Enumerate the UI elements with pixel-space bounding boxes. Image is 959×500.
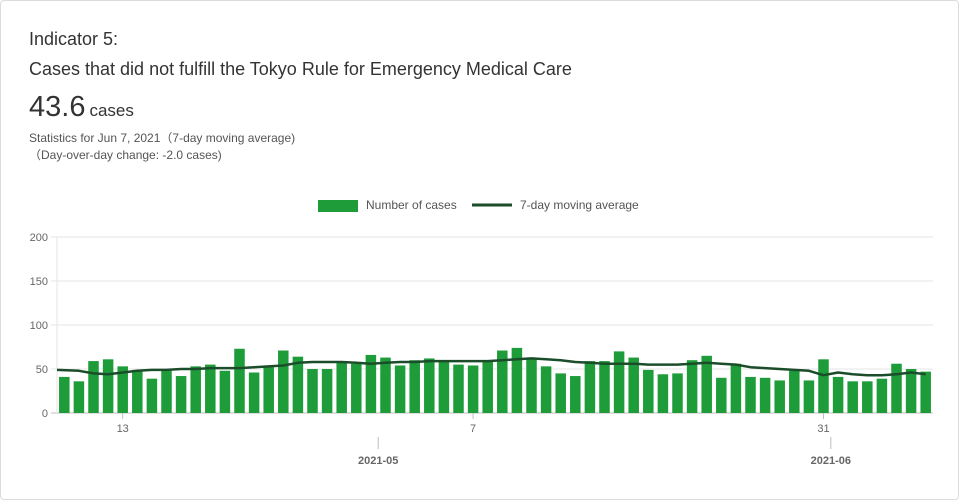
bar [716, 377, 727, 413]
statistics-date: Statistics for Jun 7, 2021（7-day moving … [29, 131, 296, 145]
month-label: 2021-06 [811, 455, 851, 467]
bar [862, 381, 873, 413]
legend-label-line: 7-day moving average [520, 198, 639, 212]
bar [497, 350, 508, 413]
bar [73, 381, 85, 413]
bar [438, 360, 450, 413]
chart-title: Cases that did not fulfill the Tokyo Rul… [29, 59, 572, 79]
y-tick-label: 200 [30, 232, 48, 244]
y-tick-label: 0 [42, 408, 48, 420]
bar [482, 361, 493, 413]
bar [876, 378, 888, 413]
indicator-label: Indicator 5: [29, 29, 119, 49]
legend-swatch-bars [318, 200, 358, 212]
headline-unit: cases [89, 101, 134, 120]
bar [511, 347, 523, 413]
bar [365, 354, 377, 413]
bar [759, 377, 771, 413]
bar [307, 369, 318, 413]
bar [847, 381, 858, 413]
bar [467, 365, 479, 413]
bar [730, 363, 742, 413]
bar [380, 357, 391, 413]
y-tick-label: 150 [30, 276, 48, 288]
bar [832, 376, 844, 413]
day-over-day-change: （Day-over-day change: -2.0 cases) [29, 148, 222, 162]
bar [292, 356, 304, 413]
bar [745, 376, 756, 413]
bar [278, 350, 289, 413]
bar-series [59, 347, 931, 413]
bar [88, 361, 99, 413]
bar [789, 370, 800, 413]
bar [336, 362, 347, 413]
bar [175, 376, 187, 413]
bar [351, 363, 362, 413]
bar [219, 370, 231, 413]
headline-number: 43.6 [29, 91, 86, 123]
bar [540, 366, 552, 413]
month-label: 2021-05 [358, 455, 398, 467]
bar [818, 359, 829, 413]
bar [59, 376, 70, 413]
bar [599, 361, 610, 413]
moving-average-line [56, 357, 926, 377]
bar [321, 369, 333, 413]
x-tick-label: 7 [470, 423, 476, 435]
x-tick-label: 13 [117, 423, 129, 435]
bar [657, 374, 669, 413]
bar [161, 370, 172, 413]
bar [394, 365, 406, 413]
x-tick-label: 31 [817, 423, 829, 435]
bar [263, 367, 274, 413]
bar [686, 360, 698, 413]
bar [190, 366, 201, 413]
bar [526, 358, 537, 413]
bar [891, 363, 902, 413]
line-series [56, 357, 926, 377]
bar [117, 366, 128, 413]
bar [584, 361, 596, 413]
bar [248, 372, 260, 413]
chart-legend[interactable]: Number of cases 7-day moving average [318, 198, 639, 212]
bar [920, 371, 931, 413]
bar [409, 360, 420, 413]
y-tick-label: 100 [30, 320, 48, 332]
bar [146, 378, 158, 413]
bar [701, 355, 712, 413]
bar [205, 364, 216, 413]
bar [613, 351, 625, 413]
bar [905, 369, 917, 413]
bar [570, 376, 581, 413]
bar [643, 369, 654, 413]
y-tick-label: 50 [36, 364, 48, 376]
bar [774, 380, 785, 413]
bar [234, 348, 245, 413]
bar [424, 358, 435, 413]
bar [803, 380, 815, 413]
x-axis: 13 7 31 2021-05 2021-06 [117, 413, 851, 467]
bar [102, 359, 114, 413]
bar [628, 357, 639, 413]
bar [555, 373, 566, 413]
bar [132, 369, 143, 413]
legend-label-bars: Number of cases [366, 198, 457, 212]
headline-value: 43.6 cases [29, 91, 134, 124]
bar [453, 364, 464, 413]
bar [672, 373, 683, 413]
